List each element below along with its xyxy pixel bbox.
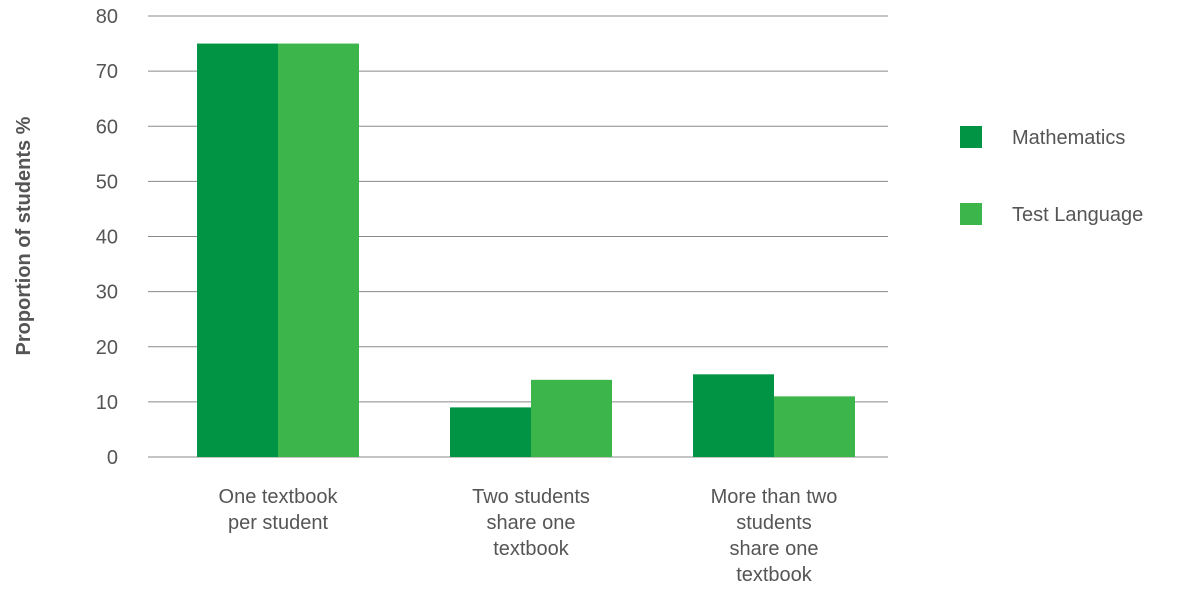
legend-label: Mathematics — [1012, 127, 1125, 149]
y-tick-label: 50 — [96, 171, 118, 193]
x-category-label: More than two students share one textbook — [711, 486, 838, 586]
legend: Mathematics Test Language — [960, 126, 1143, 226]
y-tick-label: 10 — [96, 392, 118, 414]
legend-swatch — [960, 203, 982, 225]
y-tick-label: 40 — [96, 227, 118, 249]
legend-swatch — [960, 126, 982, 148]
bar-test-language — [774, 396, 855, 457]
y-tick-label: 0 — [107, 447, 118, 469]
bar-mathematics — [197, 43, 278, 457]
y-axis-label: Proportion of students % — [13, 116, 35, 355]
y-tick-label: 20 — [96, 337, 118, 359]
y-axis-ticks: 0 10 20 30 40 50 60 70 80 — [96, 6, 118, 469]
bar-test-language — [278, 43, 359, 457]
y-tick-label: 80 — [96, 6, 118, 28]
y-tick-label: 60 — [96, 116, 118, 138]
x-axis-category-labels: One textbook per student Two students share… — [219, 486, 838, 586]
legend-label: Test Language — [1012, 204, 1143, 226]
bar-test-language — [531, 379, 612, 457]
y-tick-label: 30 — [96, 282, 118, 304]
bars — [197, 43, 855, 457]
y-tick-label: 70 — [96, 61, 118, 83]
bar-mathematics — [450, 407, 531, 457]
x-category-label: Two students share one textbook — [472, 486, 590, 560]
bar-mathematics — [693, 374, 774, 457]
x-category-label: One textbook per student — [219, 486, 339, 534]
